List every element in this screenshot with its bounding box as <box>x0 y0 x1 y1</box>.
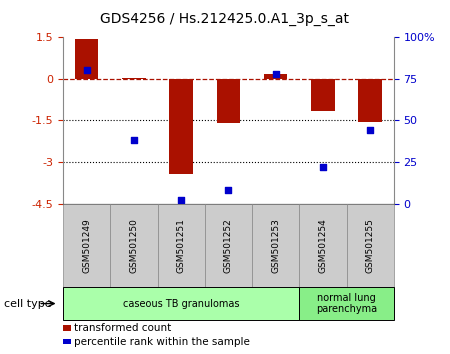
Text: GDS4256 / Hs.212425.0.A1_3p_s_at: GDS4256 / Hs.212425.0.A1_3p_s_at <box>100 12 350 27</box>
Point <box>366 127 373 133</box>
Text: cell type: cell type <box>4 298 52 309</box>
Bar <box>122 78 146 79</box>
Text: GSM501249: GSM501249 <box>82 218 91 273</box>
Bar <box>358 79 382 122</box>
Point <box>130 137 138 143</box>
Point <box>272 71 279 76</box>
Text: GSM501252: GSM501252 <box>224 218 233 273</box>
Text: GSM501253: GSM501253 <box>271 218 280 273</box>
Text: GSM501254: GSM501254 <box>319 218 328 273</box>
Text: normal lung
parenchyma: normal lung parenchyma <box>316 293 377 314</box>
Point <box>320 164 327 170</box>
Point <box>83 68 90 73</box>
Bar <box>75 39 99 79</box>
Text: GSM501250: GSM501250 <box>130 218 139 273</box>
Bar <box>216 79 240 123</box>
Point <box>177 198 185 203</box>
Text: caseous TB granulomas: caseous TB granulomas <box>123 298 239 309</box>
Text: transformed count: transformed count <box>74 323 171 333</box>
Text: percentile rank within the sample: percentile rank within the sample <box>74 337 250 347</box>
Point <box>225 187 232 193</box>
Bar <box>311 79 335 111</box>
Text: GSM501255: GSM501255 <box>365 218 374 273</box>
Bar <box>264 74 288 79</box>
Text: GSM501251: GSM501251 <box>176 218 185 273</box>
Bar <box>169 79 193 175</box>
